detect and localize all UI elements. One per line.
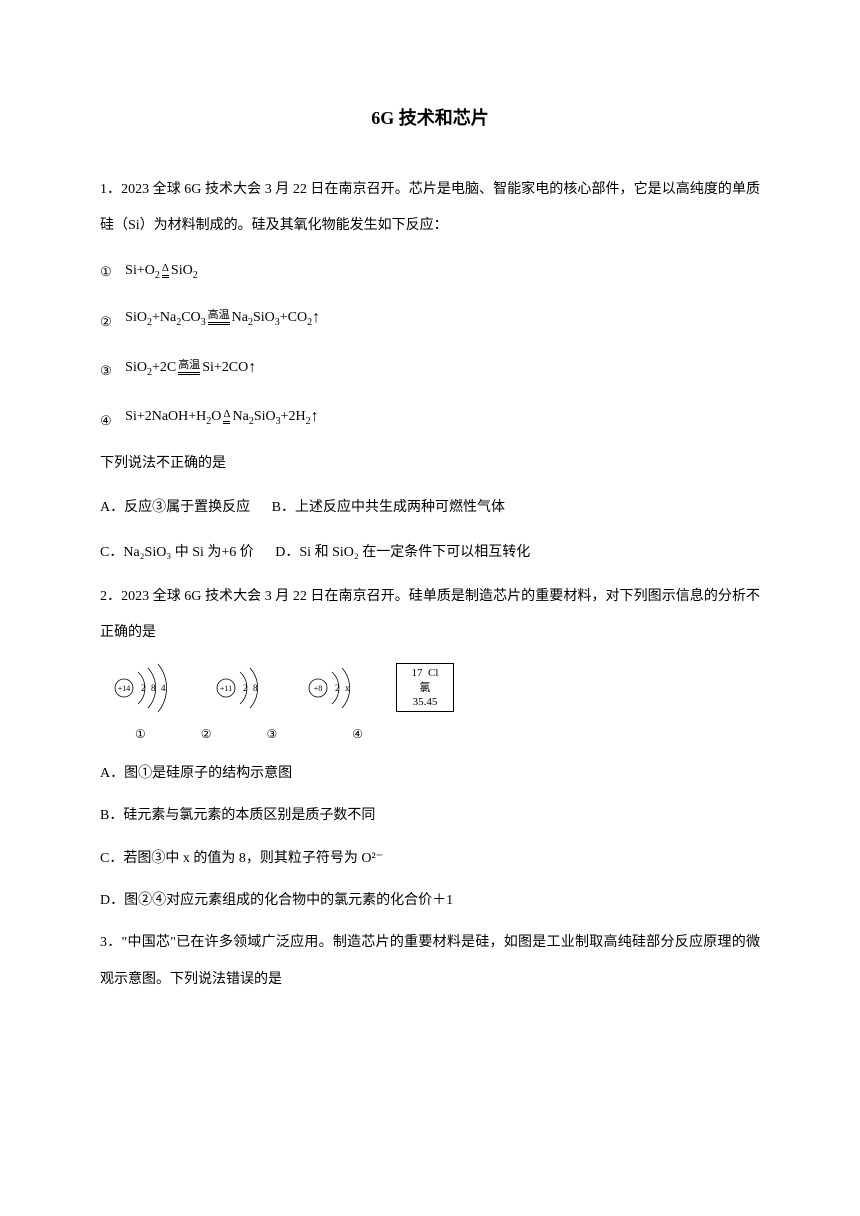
svg-text:2: 2	[243, 683, 248, 693]
atom-2: +11 2 8	[212, 662, 274, 714]
label-1: ①	[135, 719, 146, 750]
q2-optA: A．图①是硅原子的结构示意图	[100, 756, 760, 792]
svg-text:8: 8	[151, 683, 156, 693]
eq1-number: ①	[100, 255, 112, 289]
label-4: ④	[352, 719, 363, 750]
eq1-body: Si+O2ΔSiO2	[125, 253, 198, 289]
equation-3: ③ SiO2+2C高温Si+2CO↑	[100, 347, 760, 389]
svg-text:2: 2	[141, 683, 146, 693]
eq2-body: SiO2+Na2CO3高温Na2SiO3+CO2↑	[125, 297, 320, 339]
q2-optC: C．若图③中 x 的值为 8，则其粒子符号为 O²⁻	[100, 841, 760, 877]
equation-1: ① Si+O2ΔSiO2	[100, 253, 760, 289]
eq3-body: SiO2+2C高温Si+2CO↑	[125, 347, 256, 389]
atom-3: +8 2 x	[304, 662, 366, 714]
equation-2: ② SiO2+Na2CO3高温Na2SiO3+CO2↑	[100, 297, 760, 339]
q1-optA: A．反应③属于置换反应	[100, 500, 250, 515]
q1-intro: 1．2023 全球 6G 技术大会 3 月 22 日在南京召开。芯片是电脑、智能…	[100, 172, 760, 245]
svg-text:+8: +8	[314, 684, 323, 693]
atom-diagram-row: +14 2 8 4 +11 2 8 +8 2 x 17 Cl	[110, 662, 760, 714]
svg-text:+14: +14	[118, 684, 131, 693]
atom-labels: ① ② ③ ④	[135, 719, 760, 750]
svg-text:4: 4	[161, 683, 166, 693]
eq3-number: ③	[100, 354, 112, 388]
label-2: ②	[201, 719, 212, 750]
eq4-number: ④	[100, 404, 112, 438]
q1-prompt: 下列说法不正确的是	[100, 446, 760, 482]
svg-text:x: x	[345, 683, 350, 693]
q1-options-line2: C．Na₂SiO₃ 中 Si 为+6 价 D．Si 和 SiO₂ 在一定条件下可…	[100, 535, 760, 571]
element-box: 17 Cl 氯 35.45	[396, 663, 454, 712]
svg-text:+11: +11	[220, 684, 232, 693]
page-title: 6G 技术和芯片	[100, 95, 760, 142]
q2-optD: D．图②④对应元素组成的化合物中的氯元素的化合价＋1	[100, 883, 760, 919]
q1-optC: C．Na₂SiO₃ 中 Si 为+6 价	[100, 545, 254, 560]
eq2-number: ②	[100, 305, 112, 339]
q1-optB: B．上述反应中共生成两种可燃性气体	[272, 500, 505, 515]
atom-1: +14 2 8 4	[110, 662, 182, 714]
svg-text:8: 8	[253, 683, 258, 693]
q2-optB: B．硅元素与氯元素的本质区别是质子数不同	[100, 798, 760, 834]
q3-intro: 3．"中国芯"已在许多领域广泛应用。制造芯片的重要材料是硅，如图是工业制取高纯硅…	[100, 925, 760, 998]
svg-text:2: 2	[335, 683, 340, 693]
q1-optD: D．Si 和 SiO₂ 在一定条件下可以相互转化	[275, 545, 530, 560]
eq4-body: Si+2NaOH+H2OΔNa2SiO3+2H2↑	[125, 396, 318, 438]
equation-4: ④ Si+2NaOH+H2OΔNa2SiO3+2H2↑	[100, 396, 760, 438]
label-3: ③	[267, 719, 278, 750]
q2-intro: 2．2023 全球 6G 技术大会 3 月 22 日在南京召开。硅单质是制造芯片…	[100, 579, 760, 652]
q1-options-line1: A．反应③属于置换反应 B．上述反应中共生成两种可燃性气体	[100, 490, 760, 526]
